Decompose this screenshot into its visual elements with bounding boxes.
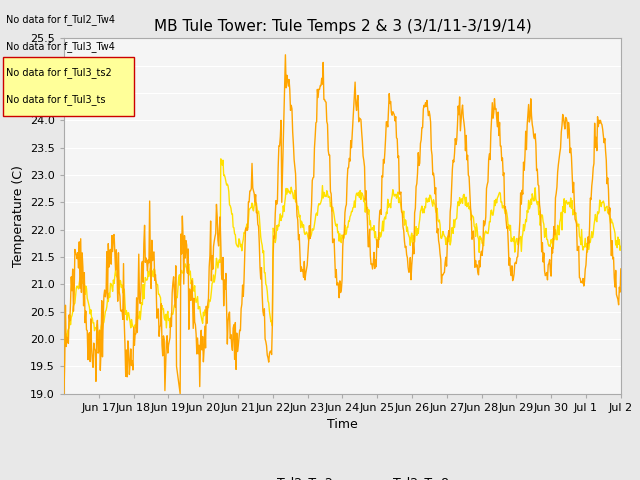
Legend: Tul2_Ts-2, Tul2_Ts-8: Tul2_Ts-2, Tul2_Ts-8 bbox=[231, 471, 454, 480]
Text: No data for f_Tul3_ts: No data for f_Tul3_ts bbox=[6, 94, 106, 105]
X-axis label: Time: Time bbox=[327, 418, 358, 431]
Text: No data for f_Tul3_ts2: No data for f_Tul3_ts2 bbox=[6, 67, 112, 78]
Text: No data for f_Tul3_ts: No data for f_Tul3_ts bbox=[6, 94, 106, 105]
Text: No data for f_Tul3_ts2: No data for f_Tul3_ts2 bbox=[6, 67, 112, 78]
Y-axis label: Temperature (C): Temperature (C) bbox=[12, 165, 24, 267]
Text: No data for f_Tul3_Tw4: No data for f_Tul3_Tw4 bbox=[6, 41, 115, 52]
Text: No data for f_Tul2_Tw4: No data for f_Tul2_Tw4 bbox=[6, 14, 115, 25]
Title: MB Tule Tower: Tule Temps 2 & 3 (3/1/11-3/19/14): MB Tule Tower: Tule Temps 2 & 3 (3/1/11-… bbox=[154, 20, 531, 35]
